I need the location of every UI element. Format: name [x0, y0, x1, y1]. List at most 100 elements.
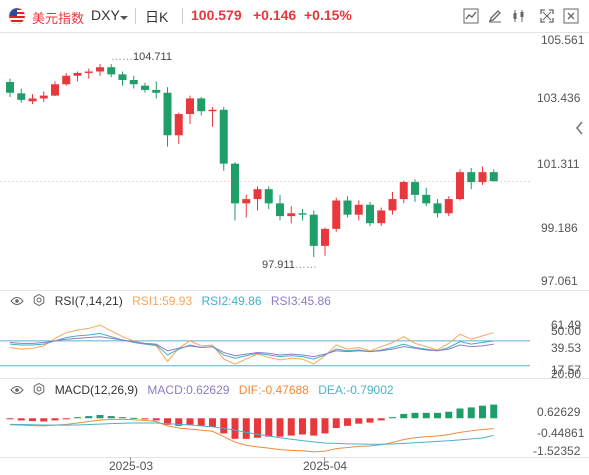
candle: [6, 81, 14, 93]
macd-bar: [29, 418, 36, 422]
price-axis-label: 105.561: [541, 33, 585, 47]
candle: [388, 199, 397, 211]
instrument-name[interactable]: 美元指数: [32, 11, 85, 26]
macd-bar: [164, 418, 171, 425]
candle: [399, 182, 408, 200]
macd-bar: [119, 417, 126, 419]
rsi-legend: RSI(7,14,21) RSI1:59.93 RSI2:49.86 RSI3:…: [10, 294, 337, 312]
macd-bar: [40, 418, 48, 422]
macd-bar: [310, 418, 318, 436]
macd-bar: [85, 416, 93, 419]
chart-header: 美元指数 DXY 日K 100.579 +0.146 +0.15%: [0, 0, 589, 32]
macd-bar: [389, 417, 396, 419]
macd-axis-label: -1.52352: [533, 444, 581, 458]
date-label: 2025-03: [109, 459, 154, 473]
macd-bar: [434, 412, 441, 419]
date-tick: [324, 457, 325, 461]
candle: [73, 72, 82, 76]
candle: [163, 92, 172, 136]
macd-bar: [130, 417, 138, 419]
header-separator: [0, 32, 589, 33]
rsi-axis-label: 50.00: [551, 324, 582, 338]
high-annotation: 104.711: [133, 51, 172, 63]
dea-line: [9, 422, 494, 445]
chart-type-icon[interactable]: [461, 6, 481, 26]
gear-icon[interactable]: [33, 294, 45, 309]
instrument-symbol[interactable]: DXY: [91, 7, 120, 23]
candle: [309, 214, 318, 246]
macd-bar: [321, 418, 329, 434]
candle: [287, 213, 296, 217]
macd-bar: [344, 418, 351, 426]
price-axis-label: 99.186: [541, 221, 578, 235]
price-change-pct: +0.15%: [304, 7, 352, 23]
macd-bar: [74, 417, 81, 419]
candle: [276, 203, 284, 217]
candle: [208, 109, 217, 112]
macd-value: MACD:0.62629: [147, 383, 230, 397]
macd-bar: [265, 418, 273, 437]
candle: [17, 93, 26, 100]
gear-icon[interactable]: [33, 383, 45, 398]
macd-bar: [299, 418, 306, 435]
eye-icon[interactable]: [10, 295, 24, 309]
rsi2-value: RSI2:49.86: [201, 294, 262, 308]
candle: [253, 189, 262, 200]
macd-bar: [287, 418, 295, 436]
candle: [264, 189, 273, 204]
macd-chart[interactable]: [0, 400, 530, 456]
indicator-icon[interactable]: [509, 6, 529, 26]
rsi-axis-label: 61.49: [551, 318, 582, 332]
candle: [489, 172, 498, 182]
macd-bar: [107, 416, 115, 419]
macd-axis-label: -0.44861: [537, 426, 585, 440]
candle: [354, 204, 363, 215]
chevron-down-icon[interactable]: [120, 9, 128, 25]
macd-axis-label: 0.62629: [537, 405, 581, 419]
macd-label: MACD(12,26,9): [54, 383, 139, 397]
rsi-axis-label: 17.57: [551, 363, 582, 377]
candlestick-chart[interactable]: [0, 33, 530, 290]
macd-bar: [366, 418, 374, 423]
candle: [174, 114, 183, 136]
rsi-line-rsi3: [9, 336, 494, 358]
macd-bar: [400, 413, 408, 419]
candle: [321, 228, 329, 246]
period-selector[interactable]: 日K: [145, 9, 169, 25]
candle: [28, 98, 37, 102]
candle: [107, 67, 116, 75]
eye-icon[interactable]: [10, 384, 24, 398]
macd-bar: [197, 418, 205, 426]
macd-legend: MACD(12,26,9) MACD:0.62629 DIF:-0.47688 …: [10, 383, 400, 401]
candle: [366, 204, 374, 224]
dea-value: DEA:-0.79002: [318, 383, 394, 397]
macd-bar: [355, 418, 363, 424]
close-icon[interactable]: [561, 6, 581, 26]
dif-line: [9, 418, 494, 453]
collapse-left-icon[interactable]: [571, 118, 589, 138]
candle: [118, 74, 127, 81]
candle: [343, 200, 352, 215]
candle: [141, 85, 149, 90]
macd-bar: [479, 405, 486, 419]
candle: [96, 67, 104, 72]
macd-bar: [276, 418, 284, 437]
macd-bar: [231, 418, 239, 439]
dif-value: DIF:-0.47688: [238, 383, 309, 397]
candle: [422, 194, 431, 204]
macd-bar: [51, 418, 59, 421]
rsi-line-rsi2: [9, 332, 494, 360]
rsi-chart[interactable]: [0, 312, 530, 378]
candle: [444, 199, 453, 214]
candle: [377, 210, 386, 224]
macd-bar: [186, 418, 194, 425]
candle: [39, 95, 48, 99]
price-axis-label: 101.311: [537, 157, 580, 171]
fullscreen-icon[interactable]: [537, 6, 557, 26]
candle: [51, 84, 59, 96]
candle: [152, 89, 161, 93]
macd-bar: [175, 418, 183, 426]
draw-icon[interactable]: [485, 6, 505, 26]
candle: [84, 71, 93, 73]
candle: [186, 98, 194, 115]
